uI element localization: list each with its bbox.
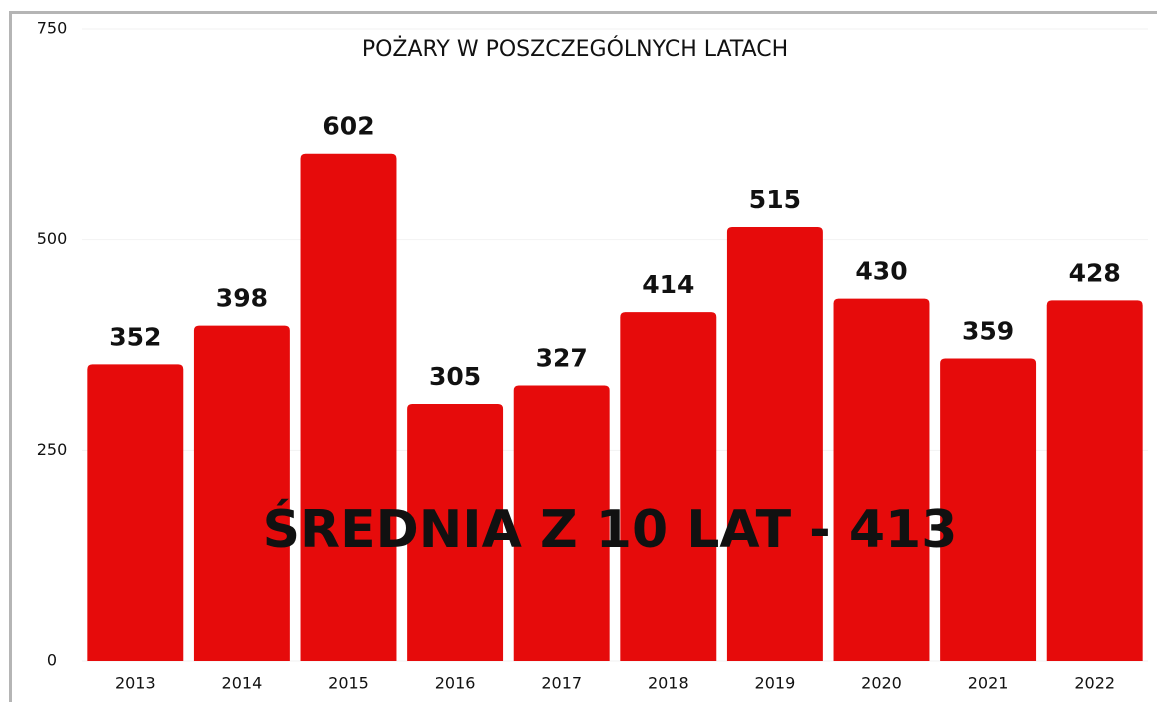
x-tick-label: 2020 bbox=[861, 674, 902, 693]
value-label: 428 bbox=[1069, 258, 1121, 287]
annotation: ŚREDNIA Z 10 LAT - 413 bbox=[263, 498, 958, 560]
value-label: 602 bbox=[322, 112, 374, 141]
bar bbox=[87, 364, 184, 661]
bar bbox=[620, 312, 717, 661]
bar bbox=[193, 325, 290, 661]
y-tick-label: 0 bbox=[47, 651, 57, 670]
bar bbox=[726, 227, 823, 661]
y-tick-label: 750 bbox=[37, 19, 68, 38]
x-tick-label: 2021 bbox=[968, 674, 1009, 693]
value-label: 359 bbox=[962, 316, 1014, 345]
bars bbox=[87, 153, 1143, 661]
value-label: 398 bbox=[216, 284, 268, 313]
value-label: 352 bbox=[109, 322, 161, 351]
bar bbox=[300, 153, 397, 661]
value-label: 430 bbox=[855, 257, 907, 286]
bar bbox=[513, 385, 610, 661]
bar bbox=[833, 298, 930, 661]
y-tick-label: 500 bbox=[37, 229, 68, 248]
value-label: 515 bbox=[749, 185, 801, 214]
x-tick-label: 2017 bbox=[541, 674, 582, 693]
x-tick-label: 2019 bbox=[755, 674, 796, 693]
frame bbox=[9, 11, 1157, 702]
x-tick-label: 2022 bbox=[1074, 674, 1115, 693]
labels: 0 250 500 750 2013 352 2014 398 2015 602 2016 305 20… bbox=[37, 19, 1121, 693]
y-tick-label: 250 bbox=[37, 440, 68, 459]
x-tick-label: 2016 bbox=[435, 674, 476, 693]
chart-title: POŻARY W POSZCZEGÓLNYCH LATACH bbox=[362, 36, 788, 62]
value-label: 305 bbox=[429, 362, 481, 391]
value-label: 414 bbox=[642, 270, 694, 299]
value-label: 327 bbox=[536, 343, 588, 372]
x-tick-label: 2018 bbox=[648, 674, 689, 693]
bar bbox=[1046, 300, 1143, 661]
x-tick-label: 2014 bbox=[222, 674, 263, 693]
bar bbox=[940, 358, 1037, 661]
bar bbox=[407, 403, 504, 661]
x-tick-label: 2013 bbox=[115, 674, 156, 693]
x-tick-label: 2015 bbox=[328, 674, 369, 693]
